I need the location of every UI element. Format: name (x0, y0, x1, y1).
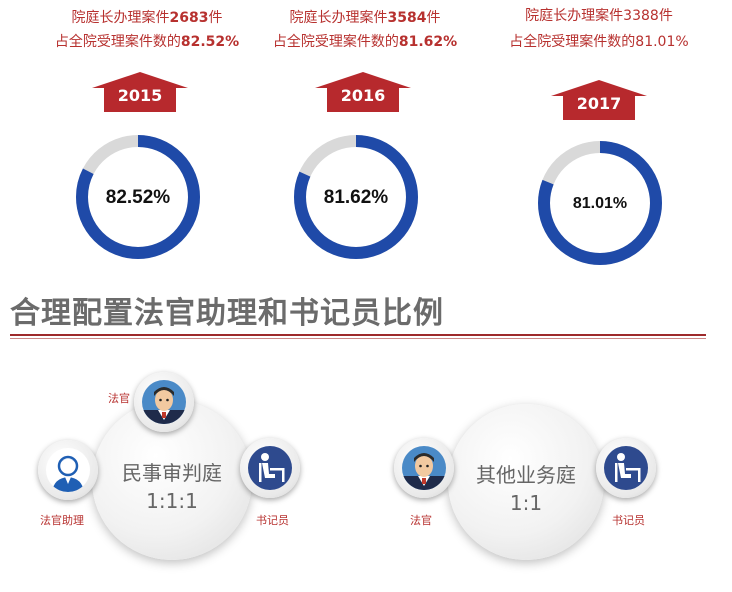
other-clerk-badge (596, 438, 656, 498)
donut-value: 82.52% (105, 187, 171, 208)
civil-tribunal-name: 民事审判庭 (122, 461, 222, 485)
year-arrow-badge: 2017 (551, 80, 647, 120)
donut-chart: 82.52% (73, 132, 203, 262)
civil-judge-label: 法官 (108, 392, 130, 405)
year-block-2016: 院庭长办理案件3584件 占全院受理案件数的81.62% 2016 81.62% (243, 0, 487, 270)
year-label: 2017 (576, 94, 622, 113)
year-arrow-badge: 2015 (92, 72, 188, 112)
civil-clerk-badge (240, 438, 300, 498)
other-judge-label: 法官 (410, 514, 432, 527)
donut-value: 81.01% (572, 195, 628, 212)
year-caption-line2: 占全院受理案件数的82.52% (54, 34, 240, 50)
donut-arc-2016 (294, 135, 418, 259)
year-block-2017: 院庭长办理案件3388件 占全院受理案件数的81.01% 2017 81.01% (477, 0, 721, 270)
year-block-2015: 院庭长办理案件2683件 占全院受理案件数的82.52% 2015 82.52% (25, 0, 269, 270)
title-divider-thin (10, 338, 706, 339)
year-caption-line1: 院庭长办理案件3388件 (525, 8, 673, 24)
civil-assistant-badge (38, 440, 98, 500)
other-tribunal-name: 其他业务庭 (476, 463, 576, 487)
civil-assistant-label: 法官助理 (40, 514, 84, 527)
donut-arc-2017 (538, 141, 662, 265)
clerk-desk-icon (615, 453, 641, 482)
year-label: 2016 (340, 86, 386, 105)
judge-avatar-icon (142, 387, 186, 424)
year-arrow-badge: 2016 (315, 72, 411, 112)
section-title: 合理配置法官助理和书记员比例 (10, 296, 444, 331)
year-label: 2015 (117, 86, 163, 105)
year-caption-line1: 院庭长办理案件3584件 (289, 10, 441, 26)
year-caption-line2: 占全院受理案件数的81.01% (509, 34, 689, 50)
donut-chart: 81.62% (291, 132, 421, 262)
civil-tribunal-ratio: 1:1:1 (146, 489, 198, 513)
other-tribunal-ratio: 1:1 (509, 491, 543, 515)
civil-tribunal-circle: 民事审判庭 1:1:1 (92, 400, 252, 560)
civil-judge-badge (134, 372, 194, 432)
donut-arc-2015 (76, 135, 200, 259)
donut-chart: 81.01% (535, 138, 665, 268)
civil-clerk-label: 书记员 (256, 514, 289, 527)
title-divider (10, 334, 706, 336)
other-tribunal-circle: 其他业务庭 1:1 (448, 404, 604, 560)
year-caption-line1: 院庭长办理案件2683件 (71, 10, 223, 26)
other-clerk-label: 书记员 (612, 514, 645, 527)
year-caption-line2: 占全院受理案件数的81.62% (272, 34, 458, 50)
donut-value: 81.62% (323, 187, 389, 208)
clerk-desk-icon (259, 453, 285, 482)
judge-avatar-icon (402, 453, 446, 490)
other-judge-badge (394, 438, 454, 498)
assistant-avatar-icon (52, 455, 84, 492)
